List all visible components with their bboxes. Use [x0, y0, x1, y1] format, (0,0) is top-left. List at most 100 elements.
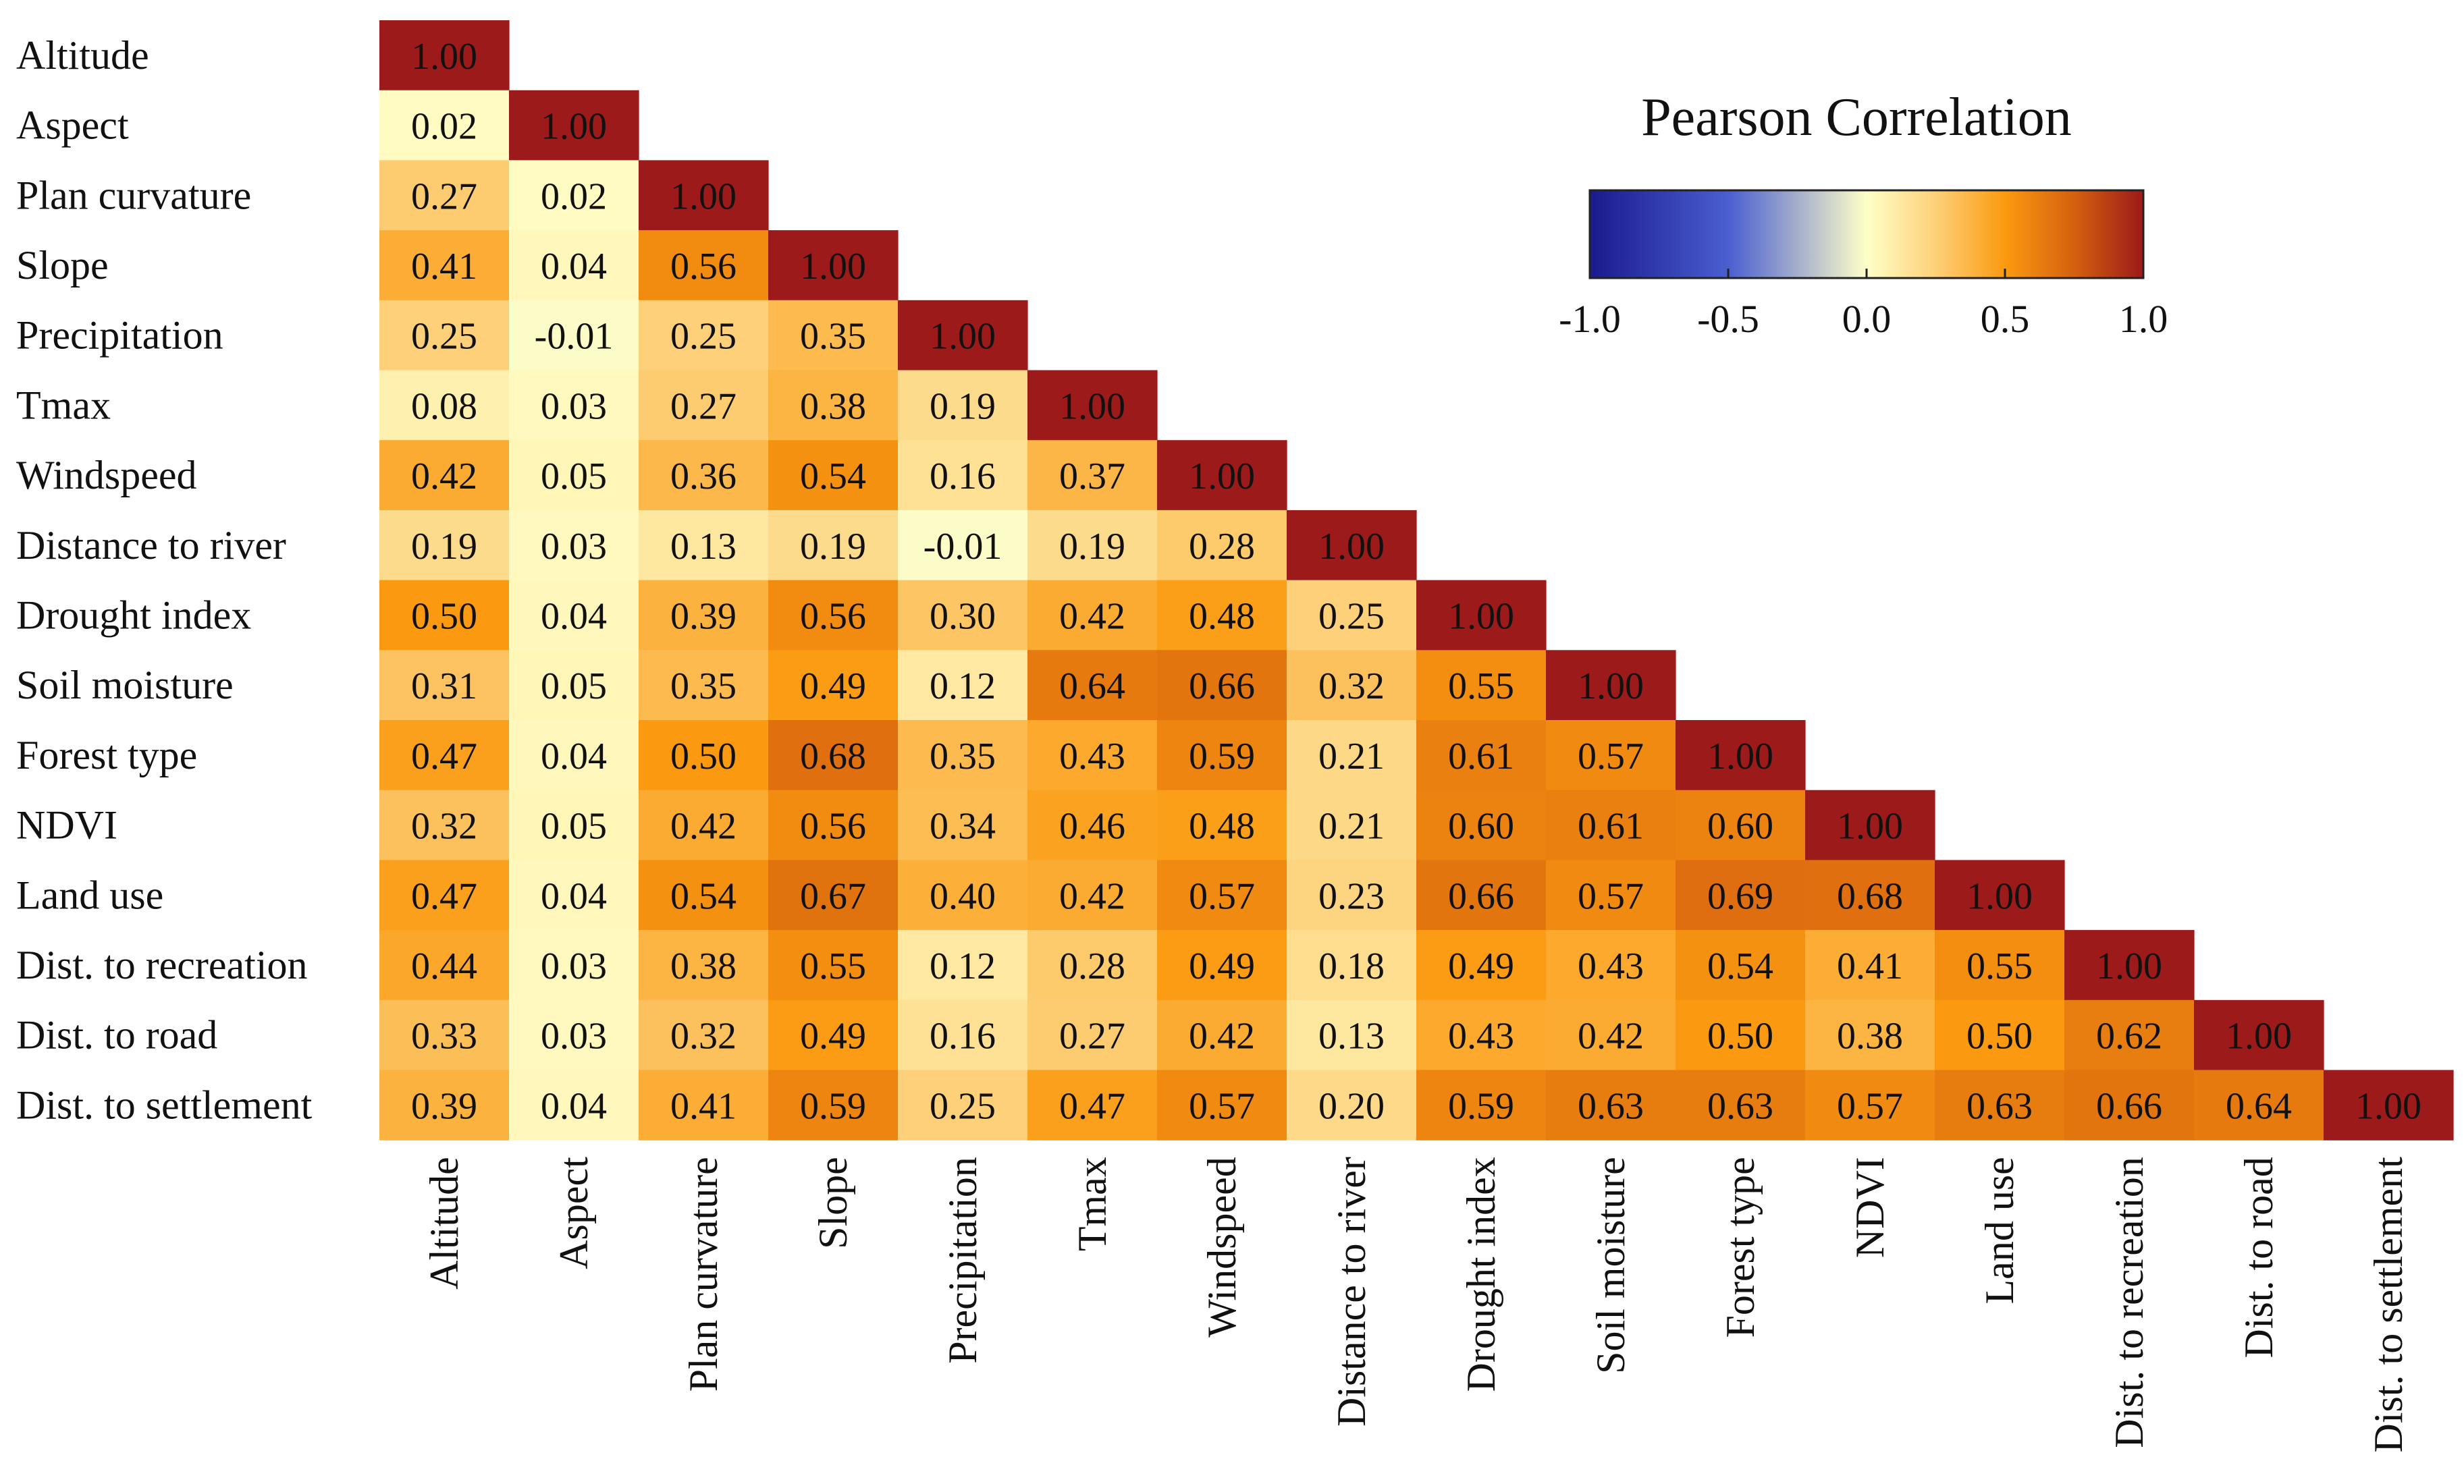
cell-value-label: 0.38: [670, 945, 736, 987]
cell-value-label: 0.12: [930, 665, 996, 707]
row-label-aspect: Aspect: [16, 103, 129, 148]
cell-value-label: 1.00: [930, 316, 996, 358]
heatmap-cell: [509, 440, 639, 511]
cell-value-label: 1.00: [411, 36, 477, 78]
cell-value-label: 0.62: [2096, 1016, 2162, 1057]
heatmap-cell: [1416, 860, 1547, 931]
heatmap-cell: [2064, 930, 2195, 1001]
heatmap-cell: [1287, 930, 1417, 1001]
heatmap-cell: [639, 1070, 769, 1141]
heatmap-cell: [509, 999, 639, 1071]
cell-value-label: 0.19: [800, 526, 866, 568]
cell-value-label: 1.00: [1966, 875, 2033, 917]
cell-value-label: 0.19: [930, 385, 996, 427]
heatmap-cell: [379, 90, 510, 161]
heatmap-cell: [1546, 999, 1676, 1071]
cell-value-label: 0.43: [1448, 1016, 1514, 1057]
heatmap-cell: [509, 720, 639, 791]
heatmap-cell: [768, 720, 899, 791]
legend-colorbar: [1588, 189, 2145, 279]
cell-value-label: 0.57: [1837, 1085, 1903, 1127]
heatmap-cell: [379, 300, 510, 371]
col-label-windspeed: Windspeed: [1200, 1157, 1244, 1338]
cell-value-label: 0.23: [1318, 875, 1385, 917]
heatmap-cell: [379, 720, 510, 791]
cell-value-label: 0.61: [1578, 806, 1644, 848]
heatmap-cell: [639, 230, 769, 301]
row-label-dist-to-settlement: Dist. to settlement: [16, 1082, 313, 1127]
legend-ticks: -1.0 -0.5 0.0 0.5 1.0: [1559, 269, 2168, 341]
cell-value-label: 0.27: [411, 175, 477, 217]
col-label-tmax: Tmax: [1070, 1157, 1115, 1251]
cell-value-label: 0.42: [1059, 875, 1125, 917]
col-label-drought-index: Drought index: [1459, 1157, 1503, 1392]
cell-value-label: 0.66: [2096, 1085, 2162, 1127]
cell-value-label: 0.59: [800, 1085, 866, 1127]
cell-value-label: 0.66: [1189, 665, 1255, 707]
cell-value-label: 0.32: [1318, 665, 1385, 707]
heatmap-cell: [1935, 1070, 2065, 1141]
cell-value-label: 0.60: [1707, 806, 1773, 848]
heatmap-cell: [898, 930, 1028, 1001]
cell-value-label: 0.20: [1318, 1085, 1385, 1127]
heatmap-cell: [509, 580, 639, 651]
legend-tick-label: 0.0: [1842, 297, 1892, 341]
cell-value-label: 0.04: [541, 736, 607, 777]
heatmap-cell: [1416, 1070, 1547, 1141]
heatmap-cell: [768, 370, 899, 441]
cell-value-label: 0.50: [670, 736, 736, 777]
cell-value-label: 0.47: [1059, 1085, 1125, 1127]
heatmap-cell: [1676, 860, 1806, 931]
cell-value-label: 0.47: [411, 736, 477, 777]
legend-tick-label: -1.0: [1559, 297, 1621, 341]
heatmap-cell: [1676, 790, 1806, 860]
cell-value-label: 1.00: [1707, 736, 1773, 777]
cell-value-label: 0.28: [1189, 526, 1255, 568]
heatmap-cell: [768, 860, 899, 931]
cell-value-label: 0.57: [1578, 875, 1644, 917]
cell-value-label: 0.37: [1059, 456, 1125, 497]
heatmap-cell: [1287, 1070, 1417, 1141]
row-label-altitude: Altitude: [16, 33, 149, 78]
cell-value-label: 1.00: [1448, 595, 1514, 637]
row-label-windspeed: Windspeed: [16, 453, 197, 497]
heatmap-cell: [1935, 999, 2065, 1071]
heatmap-cell: [898, 1070, 1028, 1141]
heatmap-cell: [1935, 860, 2065, 931]
heatmap-cell: [509, 790, 639, 860]
heatmap-cell: [1157, 650, 1287, 721]
cell-value-label: 0.40: [930, 875, 996, 917]
cell-value-label: 0.64: [2226, 1085, 2292, 1127]
col-label-soil-moisture: Soil moisture: [1588, 1157, 1633, 1374]
heatmap-cell: [379, 160, 510, 231]
cell-value-label: 0.68: [1837, 875, 1903, 917]
cell-value-label: 0.08: [411, 385, 477, 427]
cell-value-label: 0.63: [1578, 1085, 1644, 1127]
cell-value-label: 1.00: [1837, 806, 1903, 848]
heatmap-cell: [639, 999, 769, 1071]
cell-value-label: 1.00: [1059, 385, 1125, 427]
heatmap-cell: [379, 930, 510, 1001]
heatmap-cell: [898, 510, 1028, 581]
cell-value-label: 0.32: [670, 1016, 736, 1057]
cell-value-label: 0.03: [541, 526, 607, 568]
legend-tick-label: 1.0: [2119, 297, 2168, 341]
cell-value-label: 0.44: [411, 945, 477, 987]
cell-value-label: 1.00: [670, 175, 736, 217]
heatmap-cell: [898, 440, 1028, 511]
col-label-aspect: Aspect: [552, 1157, 596, 1269]
cell-value-label: 0.50: [1966, 1016, 2033, 1057]
heatmap-cell: [768, 230, 899, 301]
cell-value-label: 0.48: [1189, 806, 1255, 848]
cell-value-label: 0.50: [1707, 1016, 1773, 1057]
row-label-ndvi: NDVI: [16, 803, 117, 848]
cell-value-label: 0.05: [541, 456, 607, 497]
cell-value-label: 0.41: [670, 1085, 736, 1127]
heatmap-cell: [379, 650, 510, 721]
heatmap-cell: [898, 300, 1028, 371]
row-label-dist-to-road: Dist. to road: [16, 1013, 217, 1057]
heatmap-cell: [1287, 720, 1417, 791]
heatmap-cell: [1546, 860, 1676, 931]
col-label-plan-curvature: Plan curvature: [681, 1157, 726, 1392]
cell-value-label: 0.27: [670, 385, 736, 427]
